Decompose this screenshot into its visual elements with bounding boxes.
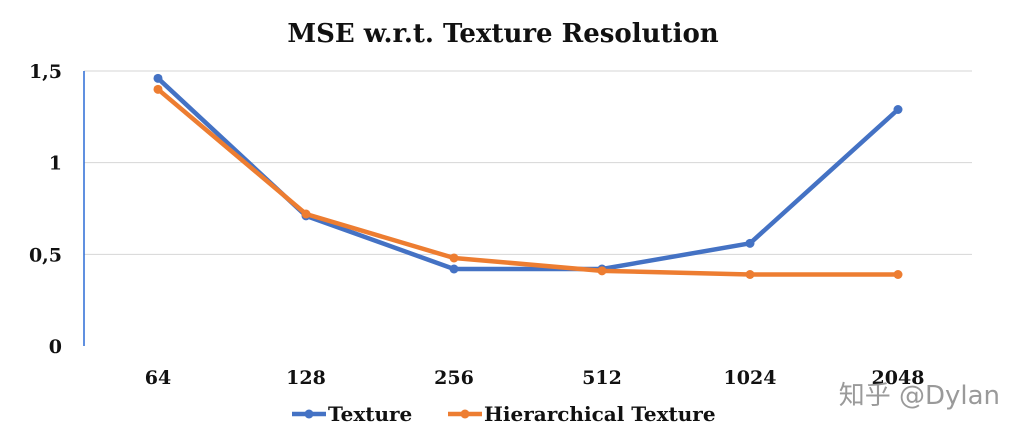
data-point <box>745 238 755 248</box>
x-tick-label: 64 <box>145 367 171 389</box>
data-point <box>449 264 459 274</box>
x-tick-label: 256 <box>434 367 474 389</box>
x-tick-label: 1024 <box>724 367 777 389</box>
series-line <box>155 87 901 277</box>
y-tick-labels: 0 0,5 1 1,5 <box>29 61 62 358</box>
legend-label: Hierarchical Texture <box>484 402 716 426</box>
data-point <box>893 105 903 114</box>
series-1 <box>153 73 903 274</box>
y-tick-label: 0 <box>49 336 62 358</box>
legend-marker <box>304 409 314 419</box>
data-point <box>153 84 163 94</box>
series-line <box>155 76 901 272</box>
legend: Texture Hierarchical Texture <box>292 402 716 426</box>
series-2 <box>153 84 903 279</box>
data-point <box>153 73 163 83</box>
legend-item: Hierarchical Texture <box>448 402 716 426</box>
x-tick-label: 128 <box>286 367 326 389</box>
data-point <box>893 270 903 279</box>
data-point <box>597 266 607 276</box>
y-tick-label: 1 <box>49 153 62 175</box>
data-point <box>745 270 755 279</box>
legend-marker <box>460 409 470 419</box>
x-tick-label: 512 <box>582 367 622 389</box>
x-tick-label: 2048 <box>872 367 925 389</box>
x-tick-labels: 64 128 256 512 1024 2048 <box>145 367 925 389</box>
data-point <box>301 209 311 219</box>
watermark-text: 知乎 @Dylan <box>839 381 1000 411</box>
chart-title: MSE w.r.t. Texture Resolution <box>287 19 718 49</box>
y-tick-label: 0,5 <box>29 244 62 266</box>
series <box>153 73 903 279</box>
legend-item: Texture <box>292 402 412 426</box>
y-tick-label: 1,5 <box>29 61 62 83</box>
grid <box>84 70 972 255</box>
data-point <box>449 253 459 263</box>
legend-label: Texture <box>328 402 412 426</box>
